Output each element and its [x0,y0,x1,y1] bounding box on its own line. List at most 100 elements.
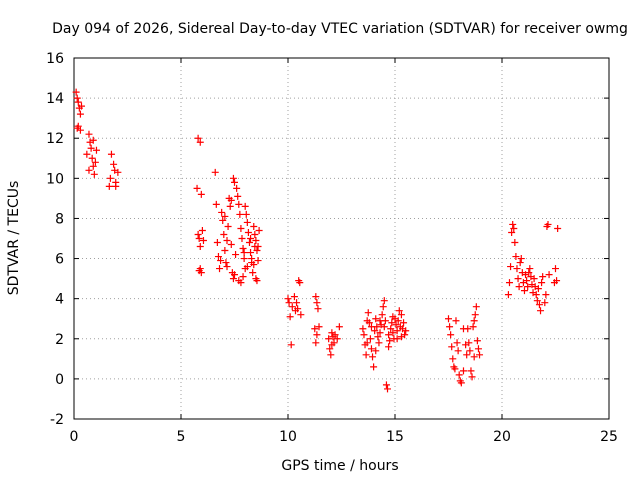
data-point [223,237,231,245]
data-point [380,323,388,331]
data-point [541,299,549,307]
y-tick-label: 14 [46,91,64,107]
data-point [388,319,396,327]
data-point [76,110,84,118]
data-point [371,327,379,335]
data-point [509,220,517,228]
data-point [87,144,95,152]
data-point [325,335,333,343]
data-point [393,327,401,335]
data-point [223,263,231,271]
data-point [364,309,372,317]
data-point [311,325,319,333]
data-point [89,136,97,144]
x-tick-label: 15 [386,429,404,445]
data-point [290,293,298,301]
data-point [397,311,405,319]
data-point [511,239,519,247]
data-point [312,293,320,301]
data-point [402,327,410,335]
data-point [470,353,478,361]
y-tick-label: 0 [55,372,64,388]
data-point [85,130,93,138]
data-point [327,351,335,359]
data-point [198,226,206,234]
data-point [465,339,473,347]
data-point [112,182,120,190]
data-point [331,331,339,339]
data-point [212,200,220,208]
data-point [196,138,204,146]
data-point [374,333,382,341]
data-point [512,253,520,261]
data-point [250,222,258,230]
data-point [395,307,403,315]
data-point [534,285,542,293]
data-point [378,311,386,319]
data-point [452,317,460,325]
data-point [516,259,524,267]
data-point [236,210,244,218]
data-point [244,228,252,236]
data-point [472,303,480,311]
data-point [252,237,260,245]
data-point [393,335,401,343]
data-point [197,269,205,277]
data-point [229,174,237,182]
data-point [385,343,393,351]
data-point [224,222,232,230]
x-tick-label: 0 [70,429,79,445]
data-point [552,265,559,273]
data-point [234,192,242,200]
data-point [367,345,375,353]
data-point [535,301,543,309]
data-point [285,299,293,307]
data-point [382,381,390,389]
x-tick-label: 25 [600,429,618,445]
axis-ticks: 0 5 10 15 20 25 -2 0 2 4 6 8 10 12 14 16 [46,51,618,445]
data-point [194,134,202,142]
data-point [386,337,394,345]
y-tick-label: 16 [46,51,64,67]
data-point [195,235,203,242]
data-point [367,323,375,331]
data-point [240,249,248,257]
data-point [92,146,100,154]
data-point [249,269,257,277]
data-point [554,224,562,232]
data-points [72,88,562,393]
y-tick-label: 12 [46,131,64,147]
data-point [221,212,229,220]
data-point [463,351,471,359]
data-point [369,353,377,361]
data-point [220,230,228,238]
data-point [366,335,374,343]
plot-frame [73,57,610,420]
data-point [467,367,475,375]
data-point [370,363,378,371]
data-point [313,299,321,307]
data-point [253,247,261,255]
data-point [372,315,380,323]
data-point [515,283,523,291]
data-point [375,339,383,347]
data-point [448,343,456,351]
data-point [217,257,225,265]
data-point [255,226,263,234]
data-point [237,224,245,232]
data-point [513,265,521,273]
data-point [550,279,558,287]
data-point [297,311,305,319]
data-point [293,299,301,307]
data-point [89,162,97,170]
data-point [394,317,402,325]
data-point [242,210,250,218]
data-point [459,367,467,375]
data-point [315,323,323,331]
data-point [314,305,322,313]
data-point [243,218,251,226]
data-point [539,273,547,281]
y-tick-label: 2 [55,332,64,348]
data-point [542,291,550,299]
